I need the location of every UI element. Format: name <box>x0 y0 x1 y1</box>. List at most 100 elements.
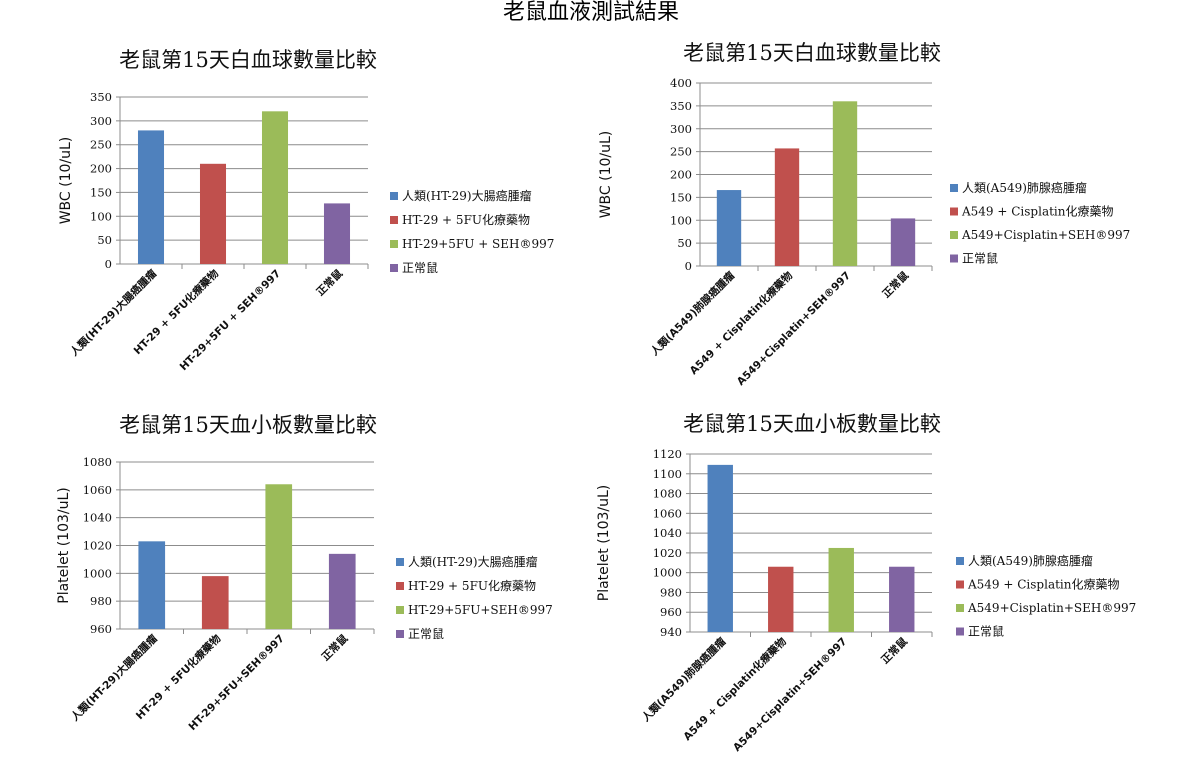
plt-a549-y-tick-label: 1120 <box>653 447 682 461</box>
page-title: 老鼠血液測試結果 <box>502 0 679 25</box>
plt-ht29-legend-label: HT-29 + 5FU化療藥物 <box>408 579 536 593</box>
plt-ht29-y-axis-label: Platelet (103/uL) <box>56 487 72 604</box>
plt-a549-bar-2 <box>768 566 794 632</box>
wbc-a549-bar-3 <box>832 101 858 266</box>
plt-a549-y-tick-label: 940 <box>660 625 682 639</box>
plt-ht29-y-tick-label: 1040 <box>83 511 112 525</box>
wbc-a549-legend-label: 人類(A549)肺腺癌腫瘤 <box>962 180 1087 195</box>
plt-a549-y-tick-label: 1040 <box>653 526 682 540</box>
wbc-a549-legend-swatch <box>950 184 958 192</box>
plt-ht29-y-tick-label: 1060 <box>83 483 112 497</box>
plt-a549-legend-label: 正常鼠 <box>968 625 1004 639</box>
wbc-ht29-legend-swatch <box>390 240 398 248</box>
plt-a549-bar-3 <box>828 547 854 632</box>
wbc-a549-legend-label: A549+Cisplatin+SEH®997 <box>961 228 1130 242</box>
plt-ht29-bar-3 <box>265 484 293 629</box>
wbc-ht29-y-tick-label: 100 <box>90 209 112 223</box>
wbc-a549-y-tick-label: 50 <box>677 236 692 250</box>
plt-a549-x-tick-label: A549 + Cisplatin化療藥物 <box>681 635 790 744</box>
plt-a549-legend-label: A549 + Cisplatin化療藥物 <box>967 578 1120 592</box>
plt-a549-legend-label: A549+Cisplatin+SEH®997 <box>967 601 1136 615</box>
wbc-a549-y-tick-label: 250 <box>670 145 692 159</box>
plt-a549-x-tick-label: A549+Cisplatin+SEH®997 <box>731 636 849 754</box>
platelet-ht29-chart: 老鼠第15天血小板數量比較 Platelet (103/uL) 960 980 1000… <box>40 405 580 755</box>
plt-ht29-legend-label: 人類(HT-29)大腸癌腫瘤 <box>408 554 538 569</box>
plt-ht29-y-tick-label: 1020 <box>83 539 112 553</box>
wbc-ht29-legend-label: HT-29+5FU + SEH®997 <box>402 237 554 251</box>
platelet-a549-chart-svg: 老鼠第15天血小板數量比較 Platelet (103/uL) 940 960 980 1… <box>596 412 1136 754</box>
wbc-ht29-legend-swatch <box>390 192 398 200</box>
wbc-a549-y-axis-label: WBC (10/uL) <box>598 131 614 219</box>
plt-a549-bar-4 <box>889 566 915 632</box>
wbc-a549-x-tick-label: A549+Cisplatin+SEH®997 <box>735 270 853 388</box>
plt-a549-legend-label: 人類(A549)肺腺癌腫瘤 <box>968 553 1093 568</box>
wbc-a549-bar-4 <box>890 218 916 266</box>
platelet-ht29-chart-svg: 老鼠第15天血小板數量比較 Platelet (103/uL) 960 980 1000… <box>56 413 553 733</box>
plt-a549-y-tick-label: 1000 <box>653 566 682 580</box>
plt-ht29-legend-swatch <box>396 582 404 590</box>
plt-ht29-bar-4 <box>328 553 356 629</box>
wbc-ht29-y-tick-label: 350 <box>90 90 112 104</box>
wbc-ht29-y-tick-label: 150 <box>90 185 112 199</box>
plt-a549-y-tick-label: 1060 <box>653 506 682 520</box>
wbc-a549-chart-title: 老鼠第15天白血球數量比較 <box>683 41 941 65</box>
wbc-ht29-chart: 老鼠第15天白血球數量比較 WBC (10/uL) 0 50 100 150 200 250 3… <box>40 40 580 390</box>
wbc-a549-y-tick-label: 150 <box>670 190 692 204</box>
plt-a549-y-tick-label: 1100 <box>653 467 682 481</box>
wbc-a549-bar-2 <box>774 148 800 266</box>
wbc-a549-x-tick-label: 正常鼠 <box>880 269 912 301</box>
plt-ht29-chart-title: 老鼠第15天血小板數量比較 <box>119 413 377 437</box>
wbc-ht29-bar-4 <box>323 203 351 264</box>
wbc-ht29-legend-label: 人類(HT-29)大腸癌腫瘤 <box>402 188 532 203</box>
platelet-a549-chart: 老鼠第15天血小板數量比較 Platelet (103/uL) 940 960 980 1… <box>590 405 1150 755</box>
wbc-ht29-bar-2 <box>199 163 227 264</box>
wbc-a549-legend-swatch <box>950 207 958 216</box>
wbc-a549-legend-label: 正常鼠 <box>962 252 998 266</box>
plt-ht29-y-tick-label: 960 <box>90 622 112 636</box>
plt-a549-legend-swatch <box>956 557 964 565</box>
wbc-ht29-legend-swatch <box>390 216 398 224</box>
wbc-a549-y-tick-label: 350 <box>670 99 692 113</box>
wbc-ht29-x-tick-label: HT-29+5FU + SEH®997 <box>178 268 284 374</box>
plt-ht29-legend-label: HT-29+5FU+SEH®997 <box>408 603 553 617</box>
wbc-ht29-legend-label: HT-29 + 5FU化療藥物 <box>402 213 530 227</box>
wbc-ht29-y-tick-label: 250 <box>90 138 112 152</box>
plt-a549-legend-swatch <box>956 604 964 612</box>
plt-a549-chart-title: 老鼠第15天血小板數量比較 <box>683 412 941 436</box>
wbc-ht29-bar-3 <box>261 111 289 264</box>
plt-ht29-x-tick-label: 正常鼠 <box>319 632 351 664</box>
wbc-a549-y-tick-label: 300 <box>670 122 692 136</box>
wbc-ht29-y-tick-label: 300 <box>90 114 112 128</box>
wbc-a549-chart-svg: 老鼠第15天白血球數量比較 WBC (10/uL) 0 50 100 150 200 250 3… <box>598 41 1130 388</box>
wbc-ht29-chart-title: 老鼠第15天白血球數量比較 <box>119 48 377 72</box>
plt-ht29-legend-swatch <box>396 630 404 638</box>
plt-a549-y-tick-label: 1080 <box>653 487 682 501</box>
wbc-ht29-bar-1 <box>137 130 165 264</box>
wbc-a549-legend-swatch <box>950 254 958 263</box>
wbc-ht29-legend-swatch <box>390 264 398 272</box>
wbc-a549-bar-1 <box>716 190 742 266</box>
wbc-ht29-y-tick-label: 50 <box>97 233 112 247</box>
plt-a549-y-tick-label: 1020 <box>653 546 682 560</box>
wbc-ht29-x-tick-label: 正常鼠 <box>314 267 346 299</box>
plt-a549-legend-swatch <box>956 580 964 589</box>
wbc-a549-legend-label: A549 + Cisplatin化療藥物 <box>961 205 1114 219</box>
plt-ht29-y-tick-label: 1000 <box>83 566 112 580</box>
wbc-ht29-chart-svg: 老鼠第15天白血球數量比較 WBC (10/uL) 0 50 100 150 200 250 3… <box>58 48 554 374</box>
plt-a549-x-tick-label: 正常鼠 <box>878 635 910 667</box>
wbc-a549-y-tick-label: 200 <box>670 168 692 182</box>
plt-ht29-bar-1 <box>138 541 166 629</box>
plt-a549-bar-1 <box>707 464 733 632</box>
wbc-a549-x-tick-label: A549 + Cisplatin化療藥物 <box>687 269 796 378</box>
plt-a549-y-tick-label: 960 <box>660 605 682 619</box>
wbc-a549-y-tick-label: 100 <box>670 213 692 227</box>
plt-ht29-legend-swatch <box>396 558 404 566</box>
plt-a549-y-axis-label: Platelet (103/uL) <box>596 485 612 602</box>
wbc-ht29-y-tick-label: 200 <box>90 162 112 176</box>
wbc-a549-chart: 老鼠第15天白血球數量比較 WBC (10/uL) 0 50 100 150 200 250 3… <box>590 40 1150 390</box>
wbc-a549-y-tick-label: 0 <box>685 259 692 273</box>
plt-ht29-y-tick-label: 1080 <box>83 455 112 469</box>
plt-ht29-y-tick-label: 980 <box>90 594 112 608</box>
plt-a549-y-tick-label: 980 <box>660 585 682 599</box>
wbc-ht29-y-axis-label: WBC (10/uL) <box>58 137 74 225</box>
